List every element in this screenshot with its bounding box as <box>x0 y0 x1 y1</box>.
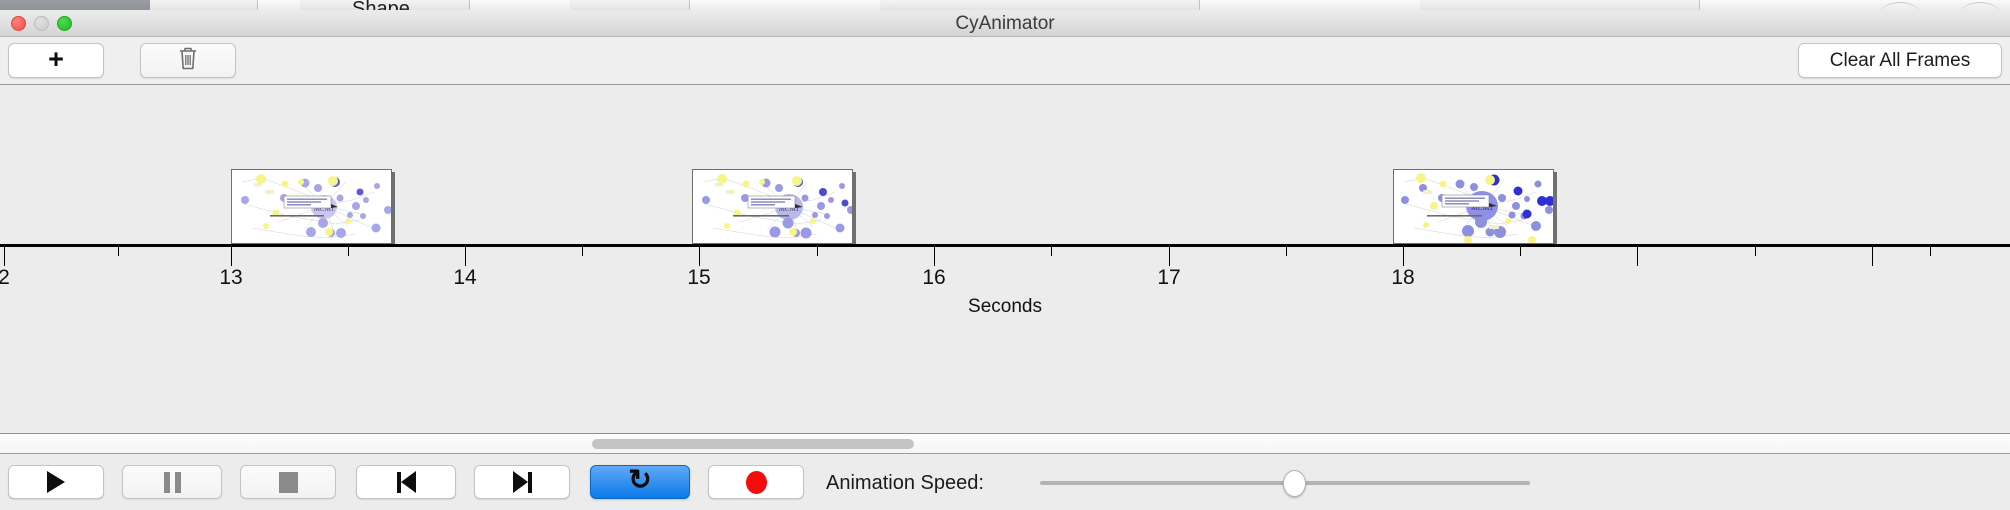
skip-to-end-button[interactable] <box>474 465 570 499</box>
axis-tick-major <box>465 247 466 266</box>
axis-tick-major <box>1872 247 1873 266</box>
axis-tick-minor <box>1930 247 1931 256</box>
axis-tick-major <box>1637 247 1638 266</box>
axis-tick-major <box>4 247 5 266</box>
axis-tick-minor <box>582 247 583 256</box>
skip-forward-icon <box>512 471 532 493</box>
svg-text:MCM1: MCM1 <box>779 205 800 213</box>
stop-icon <box>278 471 298 493</box>
record-icon <box>745 470 767 494</box>
axis-tick-label: 18 <box>1391 266 1415 289</box>
delete-frame-button[interactable] <box>140 43 236 78</box>
axis-tick-label: 17 <box>1157 266 1181 289</box>
axis-tick-minor <box>1286 247 1287 256</box>
record-button[interactable] <box>708 465 804 499</box>
window-titlebar: CyAnimator <box>0 10 2010 37</box>
background-segment <box>570 0 690 13</box>
scrollbar-thumb[interactable] <box>592 439 914 449</box>
axis-tick-minor <box>348 247 349 256</box>
minimize-icon[interactable] <box>34 16 49 31</box>
cyanimator-window: CyAnimator + Clear All Frames <box>0 10 2010 510</box>
background-curve <box>1880 2 1920 13</box>
page-title: CyAnimator <box>955 13 1055 34</box>
play-icon <box>47 471 65 493</box>
loop-icon: ↻ <box>628 464 652 495</box>
playback-controls: ↻ Animation Speed: <box>0 454 2010 510</box>
axis-tick-minor <box>118 247 119 256</box>
axis-tick-minor <box>817 247 818 256</box>
frames-track[interactable]: MCM1 <box>0 85 2010 244</box>
loop-button[interactable]: ↻ <box>590 465 690 499</box>
pause-icon <box>163 471 181 493</box>
plus-icon: + <box>48 44 64 74</box>
skip-back-icon <box>396 471 416 493</box>
axis-title: Seconds <box>968 296 1042 317</box>
svg-text:MCM1: MCM1 <box>314 205 335 213</box>
maximize-icon[interactable] <box>57 16 72 31</box>
axis-tick-major <box>934 247 935 266</box>
axis-tick-label: 16 <box>922 266 946 289</box>
skip-to-start-button[interactable] <box>356 465 456 499</box>
frame-toolbar: + Clear All Frames <box>0 37 2010 85</box>
pause-button[interactable] <box>122 465 222 499</box>
axis-tick-minor <box>1755 247 1756 256</box>
axis-tick-major <box>231 247 232 266</box>
background-segment <box>300 0 470 13</box>
play-button[interactable] <box>8 465 104 499</box>
animation-speed-label: Animation Speed: <box>826 472 984 494</box>
axis-tick-label: 13 <box>219 266 243 289</box>
slider-thumb[interactable] <box>1283 470 1306 497</box>
axis-tick-major <box>699 247 700 266</box>
axis-tick-major <box>1169 247 1170 266</box>
traffic-light-group <box>11 16 72 31</box>
frame-thumbnail-2[interactable]: MCM1 <box>692 169 853 244</box>
background-curve <box>1960 2 2000 13</box>
svg-text:MCM1: MCM1 <box>1471 203 1493 212</box>
background-segment <box>150 0 258 13</box>
stop-button[interactable] <box>240 465 336 499</box>
axis-tick-minor <box>1520 247 1521 256</box>
clear-all-frames-label: Clear All Frames <box>1829 49 1971 71</box>
axis-tick-minor <box>1051 247 1052 256</box>
timeline-axis <box>0 244 2010 247</box>
axis-tick-label: 14 <box>453 266 477 289</box>
animation-speed-slider[interactable] <box>1040 470 1530 497</box>
trash-icon <box>177 45 199 76</box>
background-window-label: Shape <box>352 0 410 14</box>
background-segment <box>880 0 1200 13</box>
frame-thumbnail-1[interactable]: MCM1 <box>231 169 392 244</box>
axis-tick-label: 15 <box>687 266 711 289</box>
add-frame-button[interactable]: + <box>8 43 104 78</box>
background-titlebar-dark <box>0 0 150 11</box>
timeline-panel[interactable]: MCM1 <box>0 85 2010 434</box>
axis-tick-major <box>1403 247 1404 266</box>
close-icon[interactable] <box>11 16 26 31</box>
timeline-scrollbar[interactable] <box>0 434 2010 454</box>
axis-tick-label: 2 <box>0 266 10 290</box>
background-segment <box>1420 0 1700 13</box>
clear-all-frames-button[interactable]: Clear All Frames <box>1798 43 2002 78</box>
frame-thumbnail-3[interactable]: MCM1 <box>1393 169 1554 244</box>
